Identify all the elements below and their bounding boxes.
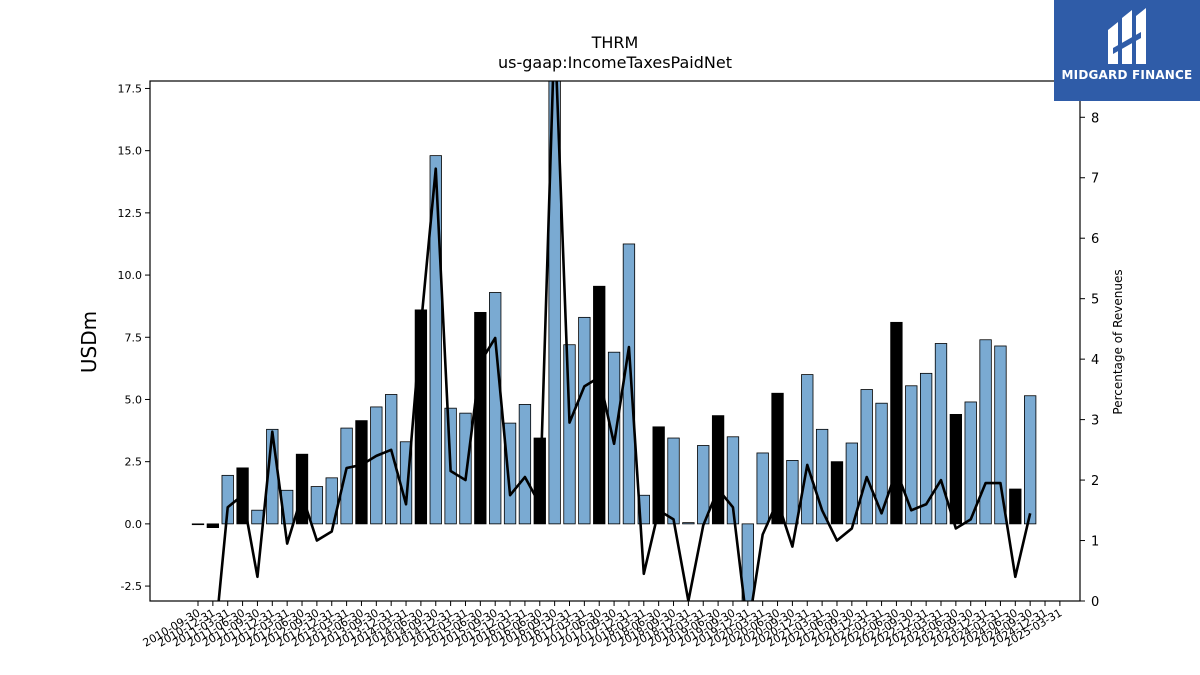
line-series [198, 81, 1032, 601]
bar-2014-09-30 [429, 155, 442, 525]
y-axis-label: USDm [77, 311, 101, 373]
percentage-line [198, 81, 1032, 601]
bar-2015-03-31 [459, 412, 472, 525]
y2-tick-label: 5 [1091, 293, 1099, 308]
bar-2023-03-31 [934, 343, 948, 525]
bar-2011-03-31 [221, 474, 234, 525]
y-tick-label: 2.5 [125, 456, 143, 469]
chart-title: THRM [591, 33, 639, 52]
bar-2015-09-30 [489, 292, 502, 525]
y2-axis-label: Percentage of Revenues [1111, 269, 1125, 414]
bar-2023-12-31 [979, 339, 992, 525]
bar-2019-06-30 [711, 415, 725, 525]
y-tick-label: 7.5 [125, 331, 143, 344]
bar-2013-06-30 [355, 420, 368, 525]
bar-2013-03-31 [340, 427, 353, 525]
bar-2011-09-30 [251, 509, 264, 525]
y2-tick-label: 6 [1091, 232, 1099, 247]
y2-tick-label: 8 [1091, 111, 1099, 126]
bar-2024-06-30 [1009, 488, 1022, 525]
bar-2020-12-31 [801, 374, 814, 525]
bar-2017-03-31 [578, 316, 591, 525]
y-tick-label: 15.0 [118, 145, 143, 158]
plot-frame [149, 80, 1081, 602]
bar-2023-06-30 [949, 413, 963, 525]
bar-2021-06-30 [830, 461, 844, 525]
bar-2010-09-30 [191, 523, 205, 526]
y2-tick-label: 4 [1091, 353, 1099, 368]
logo-text: MIDGARD FINANCE [1061, 68, 1193, 82]
bar-2016-09-30 [548, 81, 561, 525]
bar-2018-06-30 [652, 426, 665, 525]
y-tick-label: 17.5 [118, 82, 143, 95]
bar-2018-03-31 [637, 494, 650, 525]
midgard-logo-icon [1108, 8, 1146, 64]
y2-tick-label: 2 [1091, 474, 1099, 489]
bar-2015-12-31 [503, 422, 517, 525]
bar-2015-06-30 [474, 311, 487, 525]
brand-logo: MIDGARD FINANCE [1054, 0, 1200, 101]
axes: -2.5 0.0 2.5 5.0 7.5 10.0 12.5 15.0 17.5 0 1 2 3 4 5 6 7… [118, 80, 1099, 650]
bar-2012-06-30 [295, 453, 309, 525]
bar-2012-12-31 [325, 477, 338, 525]
y-tick-label: 0.0 [125, 518, 143, 531]
y-tick-label: -2.5 [121, 580, 142, 593]
bar-2017-06-30 [593, 285, 606, 525]
bar-2016-12-31 [563, 344, 576, 525]
y-tick-label: 5.0 [125, 393, 143, 406]
y2-tick-label: 1 [1091, 535, 1099, 550]
bar-2022-09-30 [905, 385, 918, 525]
bar-2019-03-31 [697, 445, 710, 525]
bar-2010-12-31 [206, 523, 220, 528]
bar-2013-09-30 [370, 406, 383, 525]
bar-2020-06-30 [771, 392, 784, 525]
y-tick-label: 12.5 [118, 207, 143, 220]
bar-2020-09-30 [786, 460, 799, 525]
y2-tick-label: 7 [1091, 172, 1099, 187]
bar-2018-09-30 [667, 437, 680, 525]
bar-2016-03-31 [518, 404, 532, 525]
bar-2019-09-30 [726, 436, 740, 525]
bar-2014-06-30 [414, 309, 428, 525]
chart-subtitle: us-gaap:IncomeTaxesPaidNet [498, 53, 732, 72]
y2-tick-label: 3 [1091, 414, 1099, 429]
bar-2021-12-31 [860, 389, 873, 525]
y2-tick-label: 0 [1091, 595, 1099, 610]
bar-2012-09-30 [310, 486, 324, 525]
bar-2013-12-31 [385, 394, 398, 525]
bar-2022-03-31 [875, 402, 888, 525]
bar-2023-09-30 [964, 401, 977, 525]
bar-2024-03-31 [994, 345, 1007, 525]
y-tick-label: 10.0 [118, 269, 143, 282]
bar-series [191, 81, 1037, 601]
bar-2021-03-31 [815, 428, 829, 525]
bar-2020-03-31 [756, 452, 769, 525]
bar-2022-06-30 [890, 321, 903, 525]
bar-2024-09-30 [1024, 395, 1037, 525]
bar-2018-12-31 [682, 522, 695, 525]
bar-2022-12-31 [919, 372, 933, 525]
bar-2017-12-31 [622, 243, 636, 525]
